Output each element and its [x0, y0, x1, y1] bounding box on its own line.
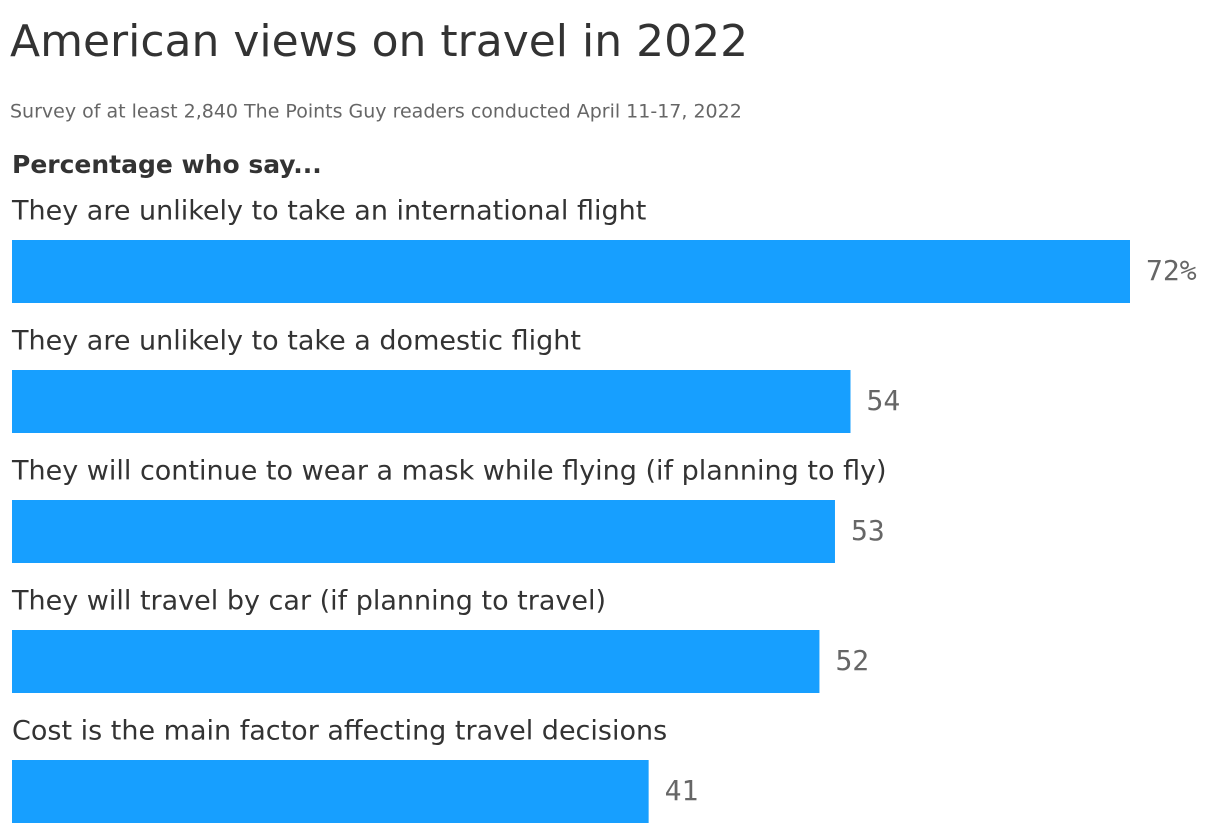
- chart-title: American views on travel in 2022: [10, 16, 748, 67]
- category-label: They are unlikely to take a domestic fli…: [11, 326, 581, 357]
- bar: [12, 760, 649, 823]
- value-label: 41: [665, 774, 699, 807]
- bar: [12, 240, 1130, 303]
- category-label: Cost is the main factor affecting travel…: [12, 716, 667, 747]
- value-label: 53: [851, 514, 885, 547]
- category-label: They will continue to wear a mask while …: [11, 456, 887, 487]
- value-label: 52: [835, 644, 869, 677]
- bar: [12, 500, 835, 563]
- group-label: Percentage who say...: [12, 150, 322, 179]
- value-label: 54: [867, 384, 901, 417]
- category-label: They are unlikely to take an internation…: [11, 196, 646, 227]
- bar: [12, 370, 851, 433]
- category-label: They will travel by car (if planning to …: [11, 586, 606, 617]
- chart-subtitle: Survey of at least 2,840 The Points Guy …: [10, 101, 742, 123]
- bar: [12, 630, 820, 693]
- value-label: 72%: [1146, 254, 1197, 287]
